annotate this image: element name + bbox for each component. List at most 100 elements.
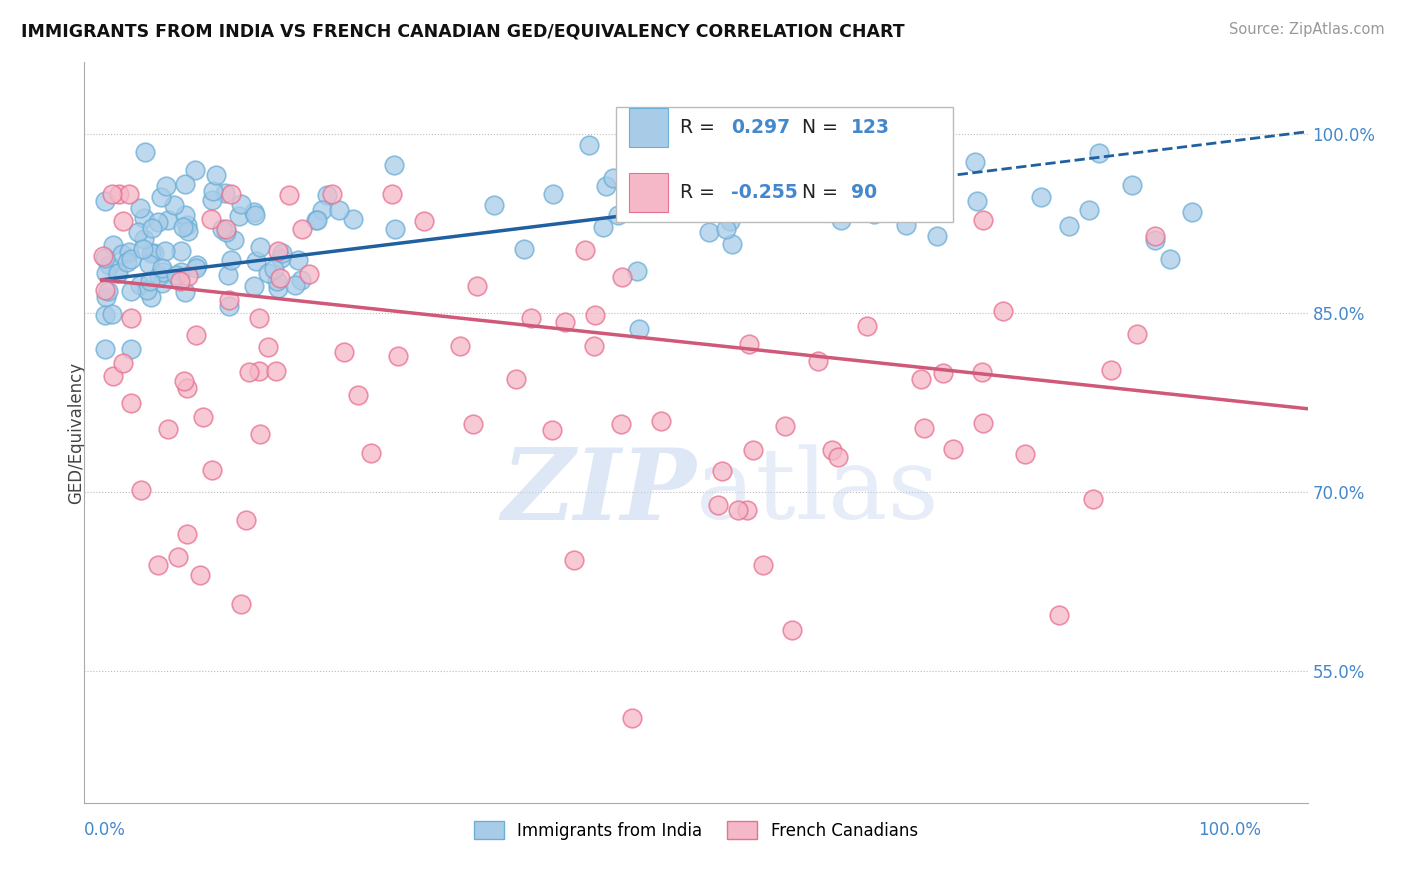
Point bbox=[1181, 204, 1204, 219]
Point bbox=[165, 268, 187, 283]
Point bbox=[269, 271, 291, 285]
Point bbox=[621, 711, 644, 725]
Point bbox=[972, 416, 994, 430]
Text: 100.0%: 100.0% bbox=[1198, 822, 1261, 839]
Point bbox=[101, 238, 124, 252]
Point bbox=[328, 202, 350, 217]
Point bbox=[173, 374, 195, 388]
Point bbox=[129, 201, 152, 215]
Text: Source: ZipAtlas.com: Source: ZipAtlas.com bbox=[1229, 22, 1385, 37]
Point bbox=[628, 322, 651, 336]
Point bbox=[245, 208, 267, 222]
Point bbox=[152, 264, 174, 278]
Point bbox=[607, 208, 630, 222]
Point bbox=[172, 220, 194, 235]
Point bbox=[217, 268, 239, 282]
Point bbox=[807, 354, 830, 368]
Point bbox=[173, 209, 195, 223]
Point bbox=[162, 198, 184, 212]
Text: atlas: atlas bbox=[696, 444, 939, 540]
Point bbox=[188, 568, 211, 582]
Point bbox=[856, 318, 879, 333]
Point bbox=[1099, 363, 1122, 377]
Point bbox=[718, 214, 741, 228]
Point bbox=[602, 170, 624, 185]
Point bbox=[93, 309, 115, 323]
Point bbox=[141, 221, 163, 235]
Point bbox=[201, 463, 224, 477]
Point bbox=[307, 212, 329, 227]
Point bbox=[120, 310, 142, 325]
Point bbox=[247, 364, 270, 378]
Point bbox=[156, 213, 179, 227]
Point bbox=[894, 219, 917, 233]
Text: ZIP: ZIP bbox=[501, 443, 696, 540]
Point bbox=[1078, 203, 1101, 218]
Point bbox=[650, 414, 672, 428]
Point bbox=[141, 245, 163, 260]
Point bbox=[574, 243, 596, 257]
Point bbox=[105, 266, 128, 280]
Legend: Immigrants from India, French Canadians: Immigrants from India, French Canadians bbox=[467, 814, 925, 847]
Point bbox=[94, 251, 117, 265]
Point bbox=[775, 419, 797, 434]
Point bbox=[170, 244, 193, 259]
Point bbox=[554, 315, 576, 329]
Point bbox=[94, 283, 117, 297]
Point bbox=[132, 211, 155, 225]
Point bbox=[735, 503, 758, 517]
Point bbox=[120, 252, 142, 267]
Point bbox=[155, 178, 177, 193]
Point bbox=[467, 279, 489, 293]
Point bbox=[219, 253, 242, 268]
Point bbox=[94, 342, 117, 356]
Point bbox=[780, 624, 803, 638]
Point bbox=[94, 266, 117, 280]
Point bbox=[249, 427, 271, 442]
Point bbox=[1014, 448, 1036, 462]
Point bbox=[256, 267, 278, 281]
Point bbox=[134, 232, 156, 246]
Point bbox=[157, 422, 180, 436]
Point bbox=[256, 340, 278, 354]
Point bbox=[610, 270, 633, 285]
Point bbox=[91, 249, 114, 263]
Point bbox=[176, 218, 198, 232]
Point bbox=[235, 513, 257, 527]
Point bbox=[741, 442, 763, 457]
Point bbox=[1029, 190, 1052, 204]
Point bbox=[129, 483, 152, 497]
Point bbox=[699, 225, 721, 239]
Point bbox=[101, 368, 124, 383]
Point bbox=[111, 247, 134, 261]
Point bbox=[138, 257, 160, 271]
Point bbox=[264, 364, 287, 378]
Point bbox=[827, 450, 849, 464]
Point bbox=[298, 268, 321, 282]
Point bbox=[321, 186, 343, 201]
Point bbox=[139, 274, 162, 288]
Point bbox=[1159, 252, 1181, 266]
Point bbox=[139, 290, 162, 304]
Point bbox=[205, 168, 228, 182]
Point bbox=[148, 268, 170, 283]
Point bbox=[972, 365, 994, 379]
Point bbox=[806, 194, 828, 209]
Point bbox=[342, 211, 364, 226]
Point bbox=[101, 307, 124, 321]
Point bbox=[704, 197, 727, 211]
Point bbox=[835, 173, 858, 187]
Point bbox=[243, 204, 266, 219]
Point bbox=[153, 244, 176, 258]
Point bbox=[413, 214, 436, 228]
Point bbox=[201, 193, 224, 207]
Point bbox=[384, 158, 406, 172]
Text: N =: N = bbox=[803, 183, 844, 202]
Point bbox=[263, 261, 285, 276]
FancyBboxPatch shape bbox=[616, 107, 953, 221]
Point bbox=[214, 221, 236, 235]
Point bbox=[738, 336, 761, 351]
Point bbox=[211, 221, 233, 235]
Point bbox=[505, 372, 527, 386]
Point bbox=[177, 268, 200, 283]
